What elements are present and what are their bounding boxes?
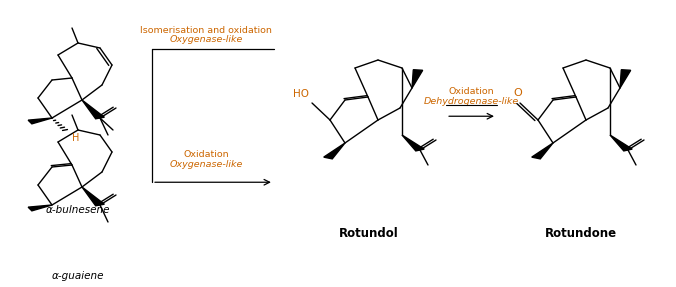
Polygon shape — [610, 135, 632, 151]
Text: Oxidation: Oxidation — [183, 150, 229, 160]
Text: Rotundol: Rotundol — [339, 227, 398, 240]
Text: HO: HO — [293, 89, 309, 99]
Polygon shape — [402, 135, 425, 151]
Text: Rotundone: Rotundone — [546, 227, 617, 240]
Polygon shape — [532, 143, 553, 159]
Polygon shape — [620, 70, 631, 88]
Text: α-bulnesene: α-bulnesene — [45, 205, 110, 215]
Text: H: H — [72, 133, 79, 143]
Text: Dehydrogenase-like: Dehydrogenase-like — [424, 96, 518, 106]
Polygon shape — [28, 118, 52, 124]
Text: Isomerisation and oxidation: Isomerisation and oxidation — [140, 26, 272, 35]
Text: O: O — [514, 88, 523, 98]
Text: α-guaiene: α-guaiene — [51, 271, 104, 281]
Polygon shape — [324, 143, 345, 159]
Text: Oxygenase-like: Oxygenase-like — [170, 35, 243, 44]
Polygon shape — [28, 205, 52, 211]
Text: Oxygenase-like: Oxygenase-like — [170, 160, 243, 169]
Text: Oxidation: Oxidation — [448, 87, 494, 96]
Polygon shape — [412, 70, 422, 88]
Polygon shape — [82, 187, 104, 206]
Polygon shape — [82, 100, 104, 119]
